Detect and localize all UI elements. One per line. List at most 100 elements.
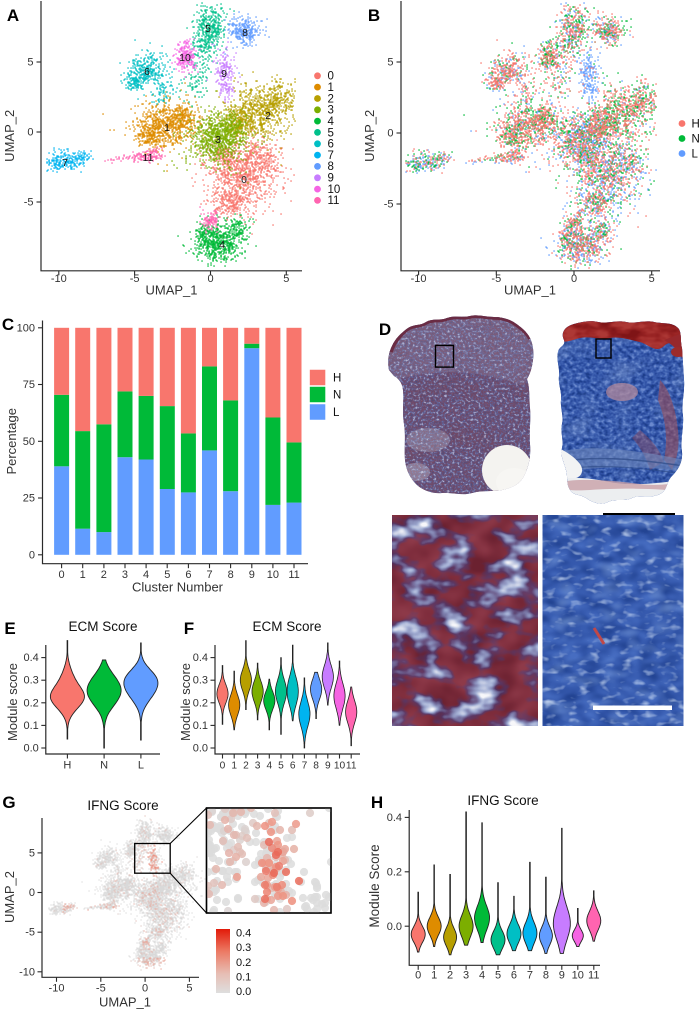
svg-text:2: 2 — [328, 93, 334, 105]
svg-text:3: 3 — [255, 761, 261, 772]
svg-text:IFNG Score: IFNG Score — [467, 793, 538, 808]
svg-text:6: 6 — [511, 970, 517, 982]
svg-text:0.3: 0.3 — [24, 675, 39, 687]
svg-text:9: 9 — [249, 569, 255, 581]
svg-text:1: 1 — [164, 122, 170, 134]
svg-text:0.1: 0.1 — [236, 972, 251, 984]
svg-text:0.3: 0.3 — [193, 675, 208, 687]
svg-text:8: 8 — [313, 761, 319, 772]
svg-text:0.0: 0.0 — [193, 743, 208, 755]
svg-text:6: 6 — [328, 139, 334, 151]
svg-text:6: 6 — [185, 569, 191, 581]
svg-text:1: 1 — [431, 970, 437, 982]
svg-text:8: 8 — [328, 161, 334, 173]
svg-text:C: C — [2, 315, 14, 334]
svg-text:11: 11 — [143, 152, 154, 164]
svg-text:L: L — [692, 149, 699, 161]
svg-text:4: 4 — [143, 569, 149, 581]
svg-text:-10: -10 — [19, 966, 35, 978]
svg-text:Module score: Module score — [178, 663, 193, 741]
svg-text:UMAP_2: UMAP_2 — [2, 110, 17, 162]
svg-text:8: 8 — [242, 27, 248, 39]
svg-text:D: D — [379, 320, 391, 339]
svg-text:1: 1 — [80, 569, 86, 581]
svg-text:8: 8 — [543, 970, 549, 982]
svg-text:11: 11 — [328, 195, 340, 207]
svg-text:H: H — [333, 373, 341, 385]
svg-text:0.0: 0.0 — [24, 743, 39, 755]
svg-text:9: 9 — [325, 761, 331, 772]
svg-text:0: 0 — [328, 71, 334, 83]
svg-text:L: L — [333, 407, 340, 419]
svg-text:5: 5 — [186, 983, 192, 995]
svg-text:7: 7 — [302, 761, 308, 772]
svg-text:7: 7 — [62, 157, 68, 169]
svg-text:7: 7 — [527, 970, 533, 982]
svg-text:-10: -10 — [49, 983, 65, 995]
svg-text:UMAP_1: UMAP_1 — [504, 283, 556, 298]
svg-text:B: B — [368, 6, 380, 25]
svg-text:0: 0 — [241, 174, 247, 186]
svg-text:0: 0 — [59, 569, 65, 581]
svg-text:0: 0 — [27, 127, 33, 139]
svg-text:4: 4 — [219, 239, 225, 251]
svg-text:4: 4 — [328, 116, 335, 128]
svg-text:7: 7 — [206, 569, 212, 581]
svg-text:5: 5 — [27, 57, 33, 69]
svg-text:75: 75 — [23, 379, 35, 391]
svg-text:7: 7 — [328, 150, 334, 162]
svg-text:5: 5 — [283, 273, 289, 285]
svg-text:0.2: 0.2 — [236, 957, 251, 969]
svg-text:2: 2 — [243, 761, 249, 772]
svg-text:5: 5 — [649, 273, 655, 285]
svg-text:-5: -5 — [491, 273, 501, 285]
svg-text:-5: -5 — [24, 197, 34, 209]
svg-text:10: 10 — [179, 52, 191, 64]
svg-text:E: E — [4, 619, 15, 638]
svg-text:IFNG Score: IFNG Score — [87, 798, 158, 813]
svg-text:Module Score: Module Score — [367, 844, 382, 927]
svg-text:50: 50 — [23, 436, 35, 448]
svg-text:UMAP_1: UMAP_1 — [99, 995, 151, 1010]
svg-text:Cluster Number: Cluster Number — [132, 580, 224, 595]
svg-text:ECM Score: ECM Score — [252, 619, 321, 634]
svg-text:0: 0 — [29, 887, 35, 899]
svg-text:3: 3 — [122, 569, 128, 581]
svg-text:Percentage: Percentage — [4, 408, 19, 475]
svg-text:L: L — [138, 760, 144, 772]
svg-text:25: 25 — [23, 493, 35, 505]
svg-text:N: N — [692, 134, 700, 146]
svg-text:5: 5 — [495, 970, 501, 982]
svg-text:H: H — [692, 119, 700, 131]
svg-text:0.0: 0.0 — [387, 921, 402, 933]
svg-text:3: 3 — [215, 134, 221, 146]
svg-text:-5: -5 — [96, 983, 106, 995]
svg-text:0.3: 0.3 — [236, 942, 251, 954]
svg-text:H: H — [371, 793, 383, 812]
svg-text:F: F — [184, 619, 194, 638]
svg-text:-5: -5 — [25, 927, 35, 939]
svg-text:6: 6 — [144, 66, 150, 78]
svg-text:10: 10 — [572, 970, 584, 982]
svg-text:0: 0 — [142, 983, 148, 995]
svg-text:1: 1 — [328, 82, 334, 94]
svg-text:0: 0 — [207, 273, 213, 285]
svg-text:5: 5 — [387, 57, 393, 69]
svg-text:0.1: 0.1 — [193, 720, 208, 732]
svg-text:0.4: 0.4 — [193, 652, 208, 664]
svg-text:2: 2 — [101, 569, 107, 581]
svg-text:0: 0 — [29, 549, 35, 561]
svg-text:11: 11 — [288, 569, 299, 581]
svg-text:3: 3 — [328, 105, 334, 117]
svg-text:100: 100 — [17, 322, 35, 334]
svg-text:N: N — [333, 390, 341, 402]
svg-text:Module score: Module score — [5, 663, 20, 741]
svg-text:A: A — [7, 6, 19, 25]
svg-text:9: 9 — [559, 970, 565, 982]
svg-text:4: 4 — [266, 761, 272, 772]
svg-text:1: 1 — [231, 761, 237, 772]
svg-text:UMAP_2: UMAP_2 — [2, 871, 17, 923]
svg-text:5: 5 — [328, 127, 334, 139]
svg-text:8: 8 — [228, 569, 234, 581]
svg-text:-5: -5 — [384, 199, 394, 211]
